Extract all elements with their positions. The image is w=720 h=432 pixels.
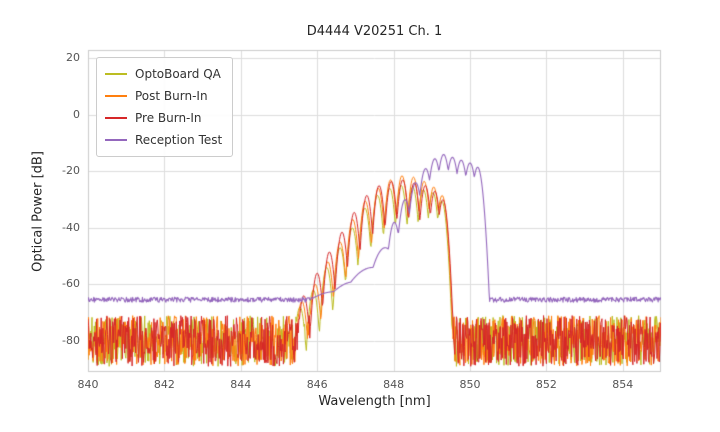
legend-line-swatch <box>105 139 127 141</box>
x-tick-label: 846 <box>306 378 328 391</box>
x-tick-label: 844 <box>230 378 252 391</box>
legend-label: OptoBoard QA <box>135 67 221 81</box>
legend-label: Pre Burn-In <box>135 111 202 125</box>
legend-item: Pre Burn-In <box>105 107 222 129</box>
x-tick-label: 852 <box>535 378 557 391</box>
legend-line-swatch <box>105 73 127 75</box>
legend-item: Post Burn-In <box>105 85 222 107</box>
y-tick-label: -40 <box>62 220 80 234</box>
x-axis-label: Wavelength [nm] <box>318 394 431 409</box>
legend-item: Reception Test <box>105 129 222 151</box>
legend-label: Reception Test <box>135 133 223 147</box>
legend-label: Post Burn-In <box>135 89 208 103</box>
y-tick-label: -80 <box>62 333 80 347</box>
x-tick-label: 850 <box>459 378 481 391</box>
legend: OptoBoard QA Post Burn-In Pre Burn-In Recep… <box>96 57 234 157</box>
legend-line-swatch <box>105 95 127 97</box>
y-tick-label: 20 <box>66 51 80 65</box>
x-tick-label: 854 <box>612 378 634 391</box>
y-tick-label: -20 <box>62 164 80 178</box>
legend-item: OptoBoard QA <box>105 63 222 85</box>
x-tick-label: 842 <box>153 378 175 391</box>
y-tick-label: 0 <box>73 107 80 121</box>
x-tick-label: 848 <box>383 378 405 391</box>
y-tick-label: -60 <box>62 277 80 291</box>
legend-line-swatch <box>105 117 127 119</box>
chart-title: D4444 V20251 Ch. 1 <box>306 24 443 39</box>
x-tick-label: 840 <box>77 378 99 391</box>
